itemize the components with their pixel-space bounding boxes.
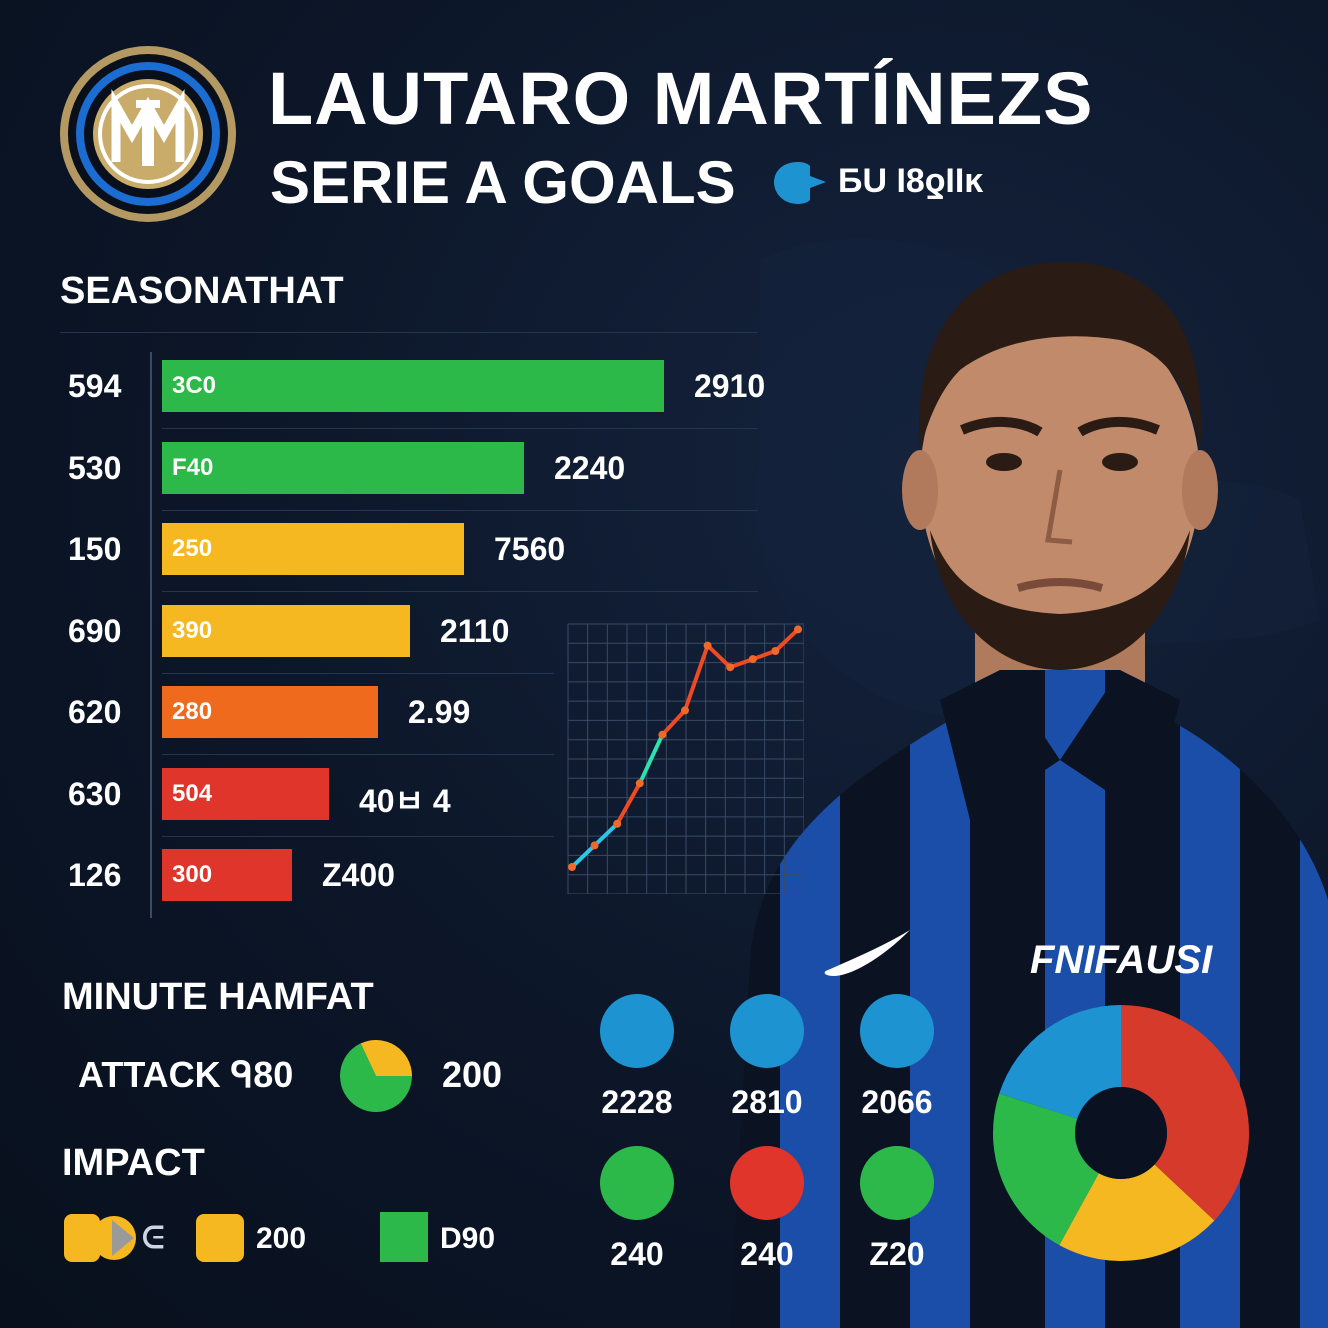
- season-chart-divider: [60, 332, 758, 333]
- stat-circle: [600, 1146, 674, 1220]
- season-label: 690: [68, 612, 122, 649]
- distribution-donut-chart: [993, 1005, 1249, 1261]
- season-bar-label: 390: [172, 616, 213, 644]
- season-row-divider: [162, 835, 554, 837]
- stat-circle-value: 2810: [731, 1084, 803, 1120]
- donut-slice: [993, 1093, 1099, 1246]
- page-subtitle: SERIE A GOALS: [270, 149, 736, 216]
- season-label: 594: [68, 368, 122, 404]
- season-value-label: 2.99: [408, 694, 471, 730]
- donut-slice: [1121, 1005, 1249, 1221]
- season-value-label: 2240: [554, 449, 626, 486]
- season-bar: [162, 767, 329, 820]
- line-point: [568, 863, 576, 871]
- season-value-label: 7560: [494, 531, 566, 567]
- donut-hole: [1075, 1087, 1167, 1179]
- impact-item-3-value: D90: [440, 1222, 496, 1255]
- season-bar: [162, 686, 378, 738]
- donut-slice: [999, 1005, 1121, 1119]
- shirt-sponsor-text: FNIFAUSI: [1030, 938, 1213, 982]
- line-segment: [773, 627, 800, 653]
- stat-circle: [730, 994, 804, 1068]
- stat-circle-value: 2228: [601, 1084, 673, 1120]
- season-row-divider: [162, 591, 758, 592]
- season-row-divider: [162, 509, 758, 511]
- line-point: [748, 655, 757, 664]
- speech-bubble-icon: [774, 162, 826, 204]
- line-point: [703, 641, 712, 650]
- line-segment: [592, 821, 620, 848]
- season-bar: [162, 604, 410, 657]
- season-bar-label: 504: [172, 779, 213, 807]
- impact-square-yellow: [196, 1214, 244, 1262]
- stat-circle-value: 2066: [861, 1084, 933, 1120]
- stat-circle: [860, 1146, 934, 1220]
- goal-trend-line-chart: [567, 623, 804, 894]
- season-bar-label: 280: [172, 698, 213, 725]
- season-label: 620: [68, 694, 122, 730]
- season-chart-axis: [150, 352, 152, 918]
- stat-circle: [860, 994, 934, 1068]
- line-segment: [615, 781, 642, 826]
- page-title: LAUTARO MARTÍNEZS: [268, 57, 1094, 140]
- season-bar: [162, 849, 292, 901]
- stat-circle-value: 240: [610, 1236, 664, 1272]
- line-segment: [660, 708, 687, 737]
- line-point: [681, 706, 689, 715]
- season-bar: [162, 441, 524, 494]
- season-label: 126: [68, 857, 122, 893]
- attack-pie-chart: [340, 1040, 412, 1112]
- line-point: [613, 819, 622, 828]
- season-bar-label: 3C0: [172, 372, 217, 399]
- attack-pie-slice: [360, 1040, 412, 1076]
- club-crest-logo: [60, 46, 236, 222]
- line-point: [726, 663, 735, 672]
- season-value-label: 2110: [440, 612, 510, 649]
- season-value-label: 2910: [694, 368, 766, 404]
- season-row-divider: [162, 754, 554, 755]
- impact-section-title: IMPACT: [62, 1142, 205, 1184]
- impact-badge-icon: [64, 1214, 136, 1262]
- minute-section-title: MINUTE HAMFAT: [62, 976, 374, 1018]
- line-segment: [705, 643, 733, 670]
- donut-slice: [1059, 1164, 1215, 1261]
- impact-item-2-value: 200: [256, 1222, 307, 1255]
- season-label: 530: [68, 449, 122, 486]
- season-label: 150: [68, 531, 122, 567]
- line-segment: [683, 643, 710, 713]
- stat-circle-value: 240: [740, 1236, 794, 1272]
- impact-square-green: [380, 1212, 428, 1262]
- line-point: [590, 841, 599, 850]
- season-chart-title: SEASONATHAT: [60, 270, 344, 312]
- line-segment: [570, 843, 597, 869]
- attack-label: ATTACK ᑫ80: [78, 1054, 294, 1095]
- line-point: [794, 625, 802, 634]
- attack-pie-slice: [340, 1043, 412, 1112]
- line-point: [635, 779, 644, 788]
- season-row-divider: [162, 672, 554, 674]
- season-value-label: Z400: [322, 857, 395, 893]
- season-bar-label: 300: [172, 861, 213, 888]
- season-bar-label: 250: [172, 535, 213, 562]
- subtitle-code: БU I8ƍIIĸ: [838, 162, 984, 200]
- season-bar: [162, 523, 464, 575]
- season-value-label: 40ㅂ 4: [359, 782, 451, 819]
- impact-item-1-label: ᕮ: [142, 1222, 165, 1255]
- line-segment: [750, 649, 778, 662]
- stat-circle: [600, 994, 674, 1068]
- season-bar: [162, 360, 664, 412]
- line-point: [771, 647, 780, 655]
- attack-value: 200: [442, 1054, 503, 1095]
- season-bar-label: F40: [172, 453, 214, 481]
- season-row-divider: [162, 428, 758, 429]
- season-label: 630: [68, 775, 122, 812]
- stat-circle: [730, 1146, 804, 1220]
- line-segment: [728, 657, 755, 670]
- line-point: [658, 730, 667, 739]
- stat-circle-value: Z20: [869, 1236, 925, 1272]
- line-segment: [637, 732, 665, 786]
